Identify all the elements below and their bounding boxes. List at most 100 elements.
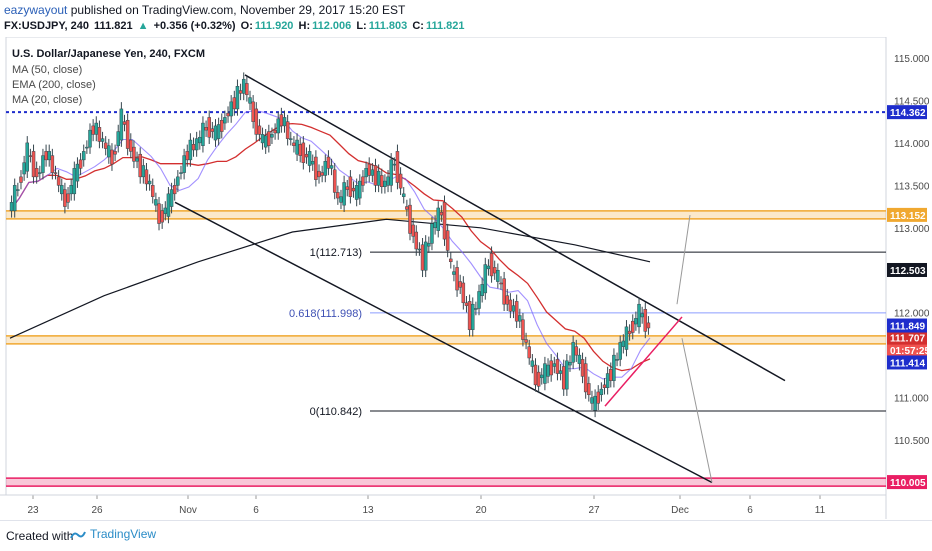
candle-body xyxy=(329,165,334,169)
candle-body xyxy=(417,248,422,251)
candle-body xyxy=(34,168,39,178)
candle-body xyxy=(593,395,597,411)
candle-body xyxy=(204,127,208,131)
candle-body xyxy=(376,170,381,186)
candle-body xyxy=(213,125,218,141)
candle-body xyxy=(226,112,230,117)
candle-body xyxy=(464,302,469,306)
candle-body xyxy=(395,151,400,183)
candle-body xyxy=(618,342,622,360)
candle-body xyxy=(615,359,619,361)
candle-body xyxy=(129,139,133,152)
candle-body xyxy=(561,366,566,390)
candle-body xyxy=(154,199,158,206)
candle-body xyxy=(185,151,190,161)
candle-body xyxy=(254,108,259,135)
candle-body xyxy=(295,139,299,155)
candle-body xyxy=(492,267,497,274)
x-tick-4: 13 xyxy=(362,505,374,516)
candle-body xyxy=(169,189,174,207)
price-tag-5: 111.707 xyxy=(890,334,925,345)
legend-title: U.S. Dollar/Japanese Yen, 240, FXCM xyxy=(12,48,205,60)
candle-body xyxy=(336,192,340,199)
price-tag-bg-7 xyxy=(887,355,927,370)
tradingview-brand[interactable]: TradingView xyxy=(70,527,156,541)
candle-body xyxy=(223,117,227,124)
candle-body xyxy=(245,83,249,96)
candle-body xyxy=(605,373,610,388)
projection-up-arrow xyxy=(676,214,691,305)
legend-ma50[interactable]: MA (50, close) xyxy=(12,64,83,76)
candle-body xyxy=(392,163,397,166)
candle-body xyxy=(25,142,30,172)
candle-body xyxy=(248,97,252,104)
candle-body xyxy=(220,119,224,132)
legend-ema200[interactable]: EMA (200, close) xyxy=(12,79,96,91)
candle-body xyxy=(100,138,105,142)
y-tick-5: 112.000 xyxy=(894,309,930,320)
low-value: 111.803 xyxy=(368,20,408,32)
price-tag-6: 111.849 xyxy=(890,322,925,333)
change-value: +0.356 (+0.32%) xyxy=(153,20,236,32)
candle-body xyxy=(107,145,111,158)
channel-upper xyxy=(244,74,786,382)
candle-body xyxy=(110,149,114,165)
candle-body xyxy=(273,129,277,134)
candle-body xyxy=(176,176,180,186)
candle-body xyxy=(486,265,491,270)
candle-body xyxy=(229,101,233,117)
candle-body xyxy=(251,101,255,122)
price-tag-bg-5 xyxy=(887,330,927,345)
candle-body xyxy=(339,196,343,203)
candle-body xyxy=(514,301,519,322)
price-tag-7: 111.414 xyxy=(890,358,925,369)
candle-body xyxy=(640,313,644,318)
candle-body xyxy=(401,193,406,197)
open-label: O: xyxy=(240,20,253,32)
legend-ma20[interactable]: MA (20, close) xyxy=(12,94,83,106)
candle-body xyxy=(166,193,171,217)
y-tick-1: 114.500 xyxy=(894,96,930,107)
candle-body xyxy=(530,360,535,367)
y-tick-2: 114.000 xyxy=(894,139,930,150)
candle-body xyxy=(455,267,459,291)
candle-body xyxy=(56,176,61,186)
candle-body xyxy=(414,231,419,250)
candle-body xyxy=(587,383,591,396)
candle-body xyxy=(257,125,262,135)
candle-body xyxy=(191,144,196,151)
price-chart[interactable]: 1(112.713) 0.618(111.998) 0(110.842) 115.00… xyxy=(0,37,932,520)
candle-body xyxy=(540,374,544,379)
fib-label-0: 1(112.713) xyxy=(310,247,362,259)
candle-body xyxy=(433,221,437,229)
author-link[interactable]: eazywayout xyxy=(4,3,68,17)
candle-body xyxy=(612,354,616,381)
candle-body xyxy=(502,278,506,305)
x-tick-5: 20 xyxy=(475,505,487,516)
candle-body xyxy=(627,330,632,335)
candle-body xyxy=(408,204,412,234)
candle-body xyxy=(552,363,557,367)
candle-body xyxy=(571,342,575,363)
candle-body xyxy=(555,359,560,374)
candle-body xyxy=(533,364,538,386)
price-tag-1: 113.152 xyxy=(890,211,926,222)
candle-body xyxy=(50,155,55,173)
y-tick-3: 113.500 xyxy=(894,181,930,192)
candle-body xyxy=(182,155,186,173)
last-price: 111.821 xyxy=(94,20,133,32)
candle-body xyxy=(188,139,193,161)
symbol-bar: FX:USDJPY, 240 111.821 ▲ +0.356 (+0.32%)… xyxy=(4,20,467,32)
candle-body xyxy=(577,354,582,364)
candle-body xyxy=(285,121,290,139)
zone-band-3 xyxy=(6,478,886,487)
candle-body xyxy=(28,155,33,157)
candle-body xyxy=(543,363,547,384)
candle-body xyxy=(157,203,161,224)
y-tick-6: 111.000 xyxy=(894,394,929,405)
candle-body xyxy=(144,169,149,185)
candle-body xyxy=(163,207,168,214)
candle-body xyxy=(301,142,306,163)
candle-body xyxy=(298,144,302,156)
candle-body xyxy=(232,97,237,110)
